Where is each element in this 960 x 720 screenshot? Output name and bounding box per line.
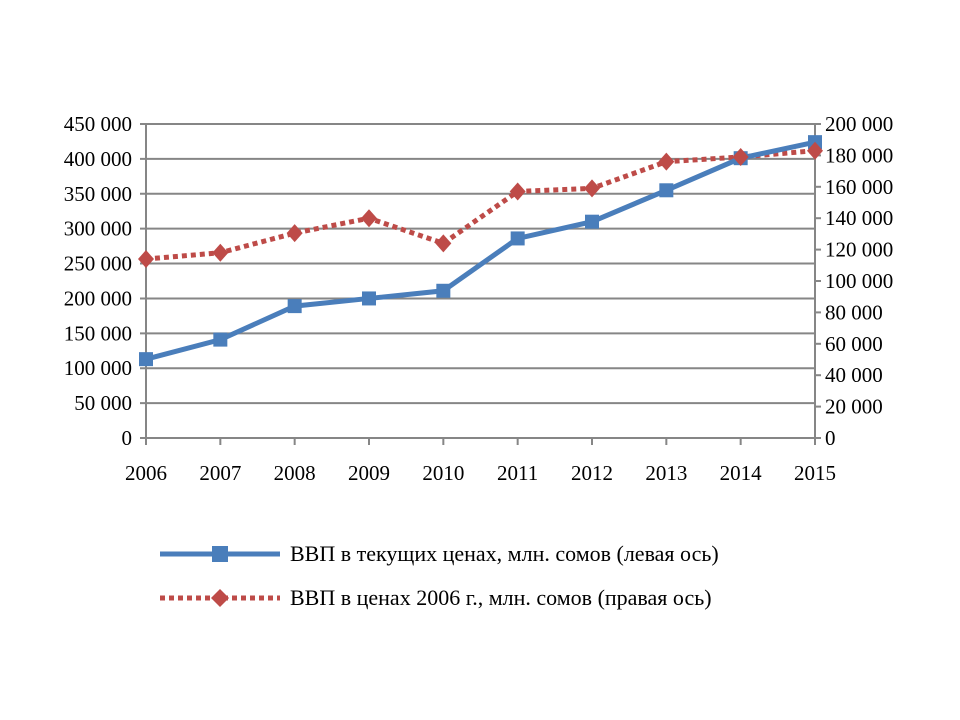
legend: ВВП в текущих ценах, млн. сомов (левая о… [160, 532, 719, 620]
left-tick-label: 50 000 [74, 391, 132, 415]
data-point-constant-prices [138, 250, 154, 269]
left-tick-label: 350 000 [64, 182, 132, 206]
x-tick-label: 2015 [794, 461, 836, 485]
left-tick-label: 0 [122, 426, 133, 450]
right-axis: 0 20 000 40 000 60 000 80 000 100 000 120 000 1… [815, 112, 893, 450]
data-point-current-prices [510, 231, 525, 246]
legend-item-constant-prices: ВВП в ценах 2006 г., млн. сомов (правая … [160, 576, 719, 620]
series [138, 135, 823, 367]
data-point-constant-prices [509, 182, 526, 201]
right-tick-label: 140 000 [825, 206, 893, 230]
x-tick-label: 2011 [497, 461, 538, 485]
legend-label: ВВП в текущих ценах, млн. сомов (левая о… [290, 541, 719, 566]
left-tick-label: 400 000 [64, 147, 132, 171]
left-tick-label: 100 000 [64, 356, 132, 380]
left-tick-label: 200 000 [64, 286, 132, 310]
right-tick-label: 100 000 [825, 269, 893, 293]
right-tick-label: 20 000 [825, 395, 883, 419]
x-tick-label: 2008 [274, 461, 316, 485]
x-tick-label: 2012 [571, 461, 613, 485]
left-tick-label: 150 000 [64, 321, 132, 345]
data-point-constant-prices [658, 152, 675, 171]
right-tick-label: 0 [825, 426, 836, 450]
data-point-current-prices [436, 283, 451, 298]
x-tick-label: 2010 [422, 461, 464, 485]
legend-swatch-dotted-diamond [160, 589, 280, 607]
right-tick-label: 200 000 [825, 112, 893, 136]
right-tick-label: 40 000 [825, 363, 883, 387]
right-tick-label: 160 000 [825, 175, 893, 199]
data-point-constant-prices [286, 224, 303, 243]
data-point-current-prices [362, 291, 376, 306]
x-tick-label: 2013 [645, 461, 687, 485]
x-tick-label: 2009 [348, 461, 390, 485]
series-line-current-prices [145, 139, 816, 362]
data-point-constant-prices [732, 147, 749, 166]
x-tick-label: 2007 [199, 461, 241, 485]
data-point-current-prices [139, 352, 153, 367]
left-axis: 0 50 000 100 000 150 000 200 000 250 000 300 0… [64, 112, 132, 450]
left-tick-label: 300 000 [64, 217, 132, 241]
right-tick-label: 80 000 [825, 300, 883, 324]
legend-item-current-prices: ВВП в текущих ценах, млн. сомов (левая о… [160, 532, 719, 576]
chart: 0 50 000 100 000 150 000 200 000 250 000 300 0… [64, 112, 894, 485]
legend-swatch-solid-square [160, 546, 280, 562]
left-tick-label: 250 000 [64, 252, 132, 276]
data-point-constant-prices [807, 141, 823, 160]
data-point-current-prices [659, 183, 674, 198]
data-point-current-prices [213, 332, 228, 347]
legend-label: ВВП в ценах 2006 г., млн. сомов (правая … [290, 585, 712, 610]
data-point-current-prices [287, 299, 302, 314]
right-tick-label: 60 000 [825, 332, 883, 356]
data-point-constant-prices [435, 234, 452, 253]
right-tick-label: 120 000 [825, 238, 893, 262]
x-tick-label: 2006 [125, 461, 167, 485]
right-tick-label: 180 000 [825, 143, 893, 167]
data-point-constant-prices [212, 243, 229, 262]
x-axis: 2006 2007 2008 2009 2010 2011 2012 2013 2014 2015 [125, 438, 836, 485]
x-tick-label: 2014 [720, 461, 763, 485]
data-point-constant-prices [361, 209, 377, 228]
data-point-current-prices [585, 214, 599, 229]
gridlines [140, 123, 816, 445]
data-point-constant-prices [584, 179, 600, 198]
left-tick-label: 450 000 [64, 112, 132, 136]
series-line-constant-prices [145, 148, 816, 262]
